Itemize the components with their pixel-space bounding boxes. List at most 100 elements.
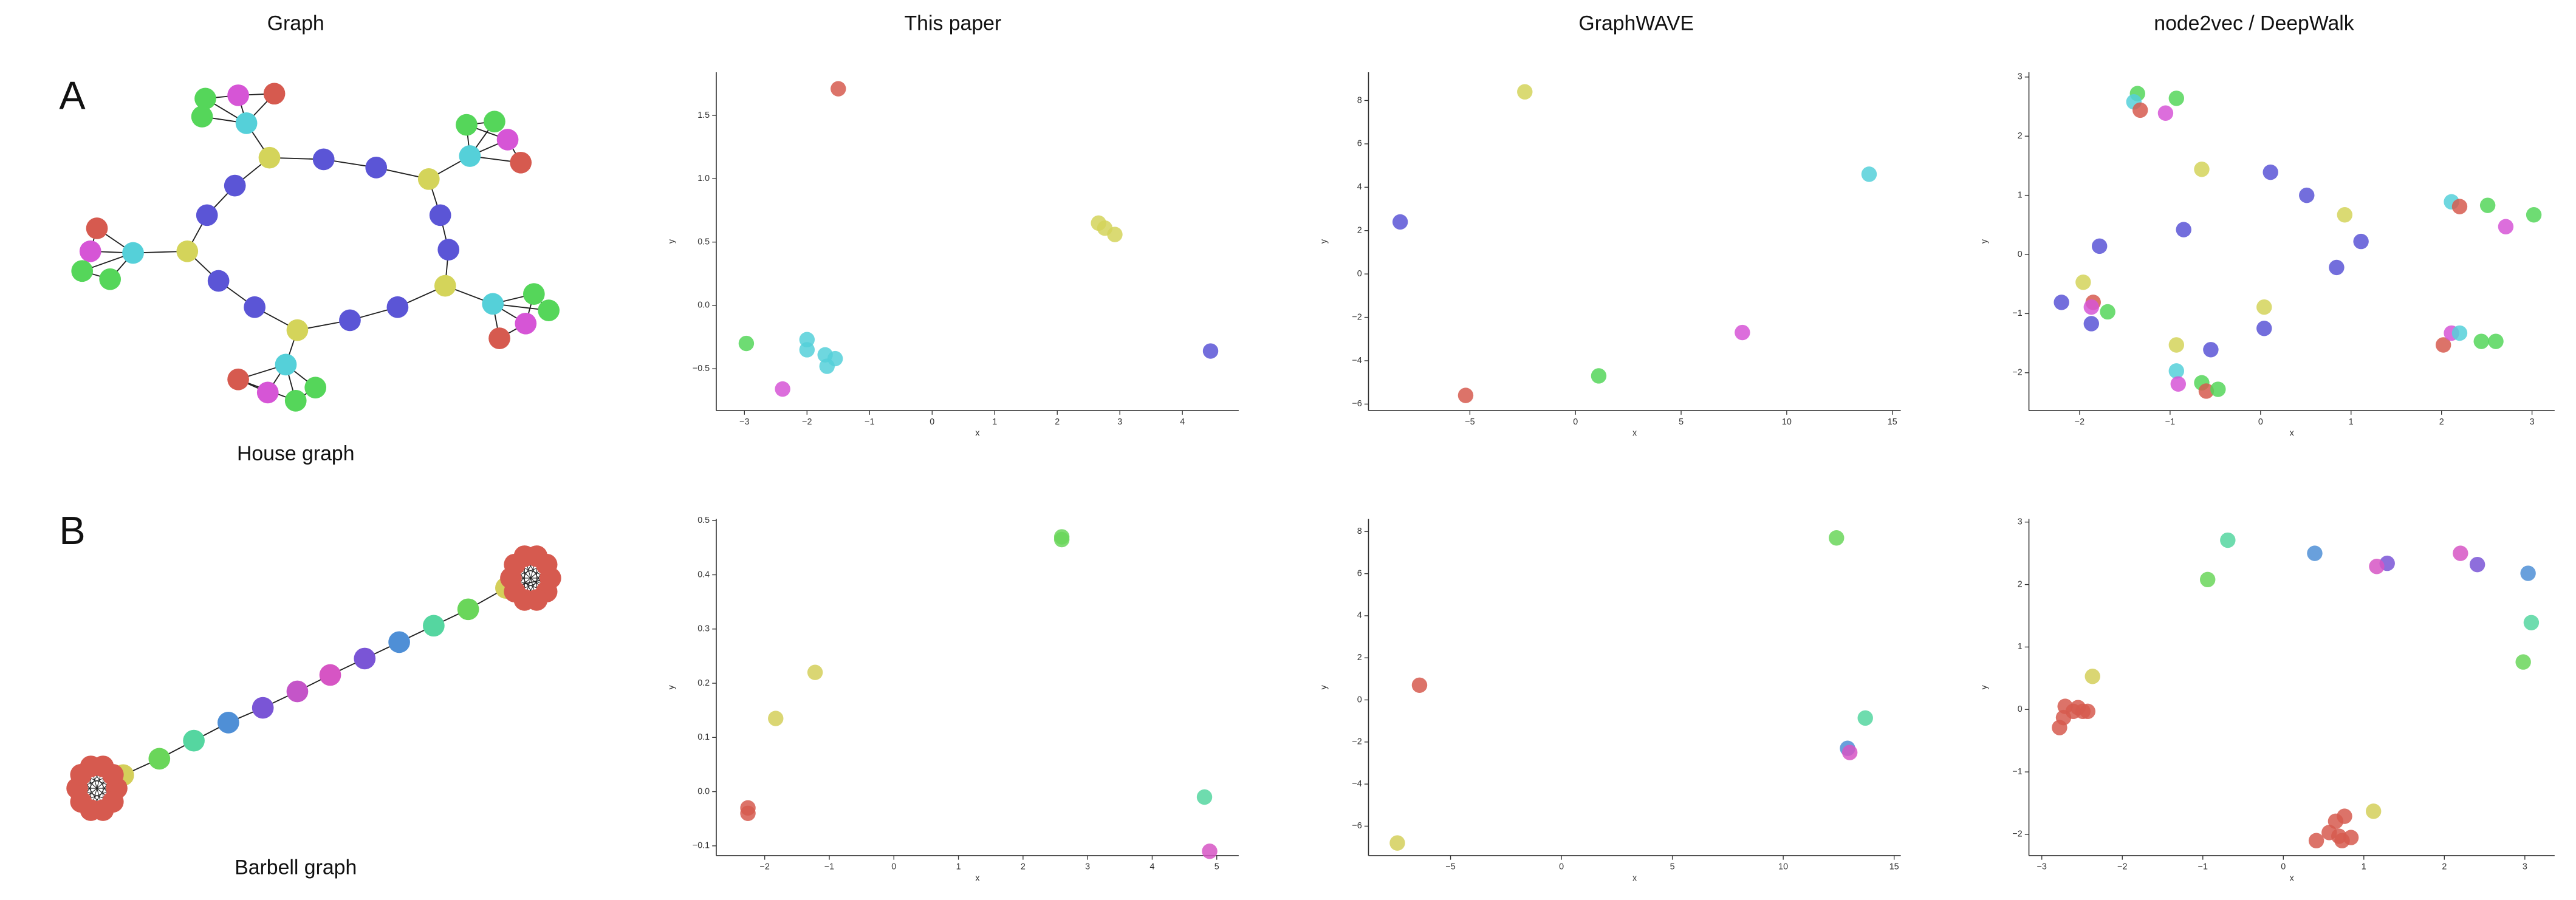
point	[2054, 295, 2069, 310]
y-tick-label: 0.0	[697, 786, 710, 796]
y-tick-label: 0.0	[697, 301, 710, 310]
point	[2194, 162, 2210, 177]
point	[2263, 164, 2278, 180]
point	[2334, 833, 2350, 848]
x-axis-label: x	[2290, 429, 2295, 438]
point	[1861, 166, 1877, 182]
x-tick-label: 15	[1889, 862, 1899, 872]
x-tick-label: 15	[1888, 417, 1897, 427]
point	[2200, 571, 2216, 588]
y-tick-label: 4	[1357, 182, 1362, 192]
graph-node	[196, 204, 218, 227]
graph-node	[286, 680, 309, 703]
point	[1196, 789, 1213, 805]
point	[2132, 102, 2148, 118]
point	[2308, 833, 2324, 848]
point	[2256, 321, 2272, 336]
x-axis-label: x	[2290, 874, 2295, 884]
point	[2453, 545, 2468, 561]
graph-node	[218, 712, 239, 734]
graph-node	[496, 129, 519, 151]
x-axis-label: x	[975, 874, 980, 884]
x-tick-label: −2	[2075, 417, 2084, 427]
x-tick-label: 0	[1559, 862, 1564, 872]
graph-node	[354, 647, 376, 670]
x-tick-label: 3	[1085, 862, 1090, 872]
point	[2092, 238, 2108, 254]
graph-node	[423, 615, 445, 637]
point	[2170, 376, 2186, 392]
y-tick-label: 6	[1357, 139, 1362, 149]
graph-node	[484, 111, 505, 133]
point	[2220, 532, 2236, 548]
x-tick-label: 0	[891, 862, 896, 872]
graph-node	[319, 664, 341, 686]
y-tick-label: 8	[1357, 527, 1362, 536]
point	[2075, 274, 2091, 290]
point	[2488, 333, 2504, 349]
point	[1202, 844, 1218, 859]
point	[819, 358, 835, 374]
y-tick-label: 3	[2018, 517, 2023, 527]
point	[1517, 84, 1533, 100]
y-tick-label: 2	[1357, 226, 1362, 236]
graph-caption: House graph	[237, 442, 355, 465]
column-title: This paper	[905, 12, 1002, 35]
column-title: Graph	[267, 12, 324, 35]
graph-node	[434, 274, 456, 297]
graph-node	[482, 293, 504, 315]
y-tick-label: 1	[2018, 642, 2023, 652]
x-tick-label: 5	[1670, 862, 1675, 872]
point	[2520, 565, 2536, 581]
graph-node	[148, 748, 171, 770]
x-tick-label: 2	[2439, 417, 2444, 427]
point	[1857, 710, 1873, 726]
graph-node	[194, 87, 216, 110]
point	[2369, 559, 2385, 574]
y-axis-label: y	[1979, 684, 1989, 689]
graph-node	[457, 598, 479, 621]
scatter-chart: −3 −2 −1 0 1 2 3 4 −0.5 0.0 0.5 1.0 1.5 x y	[667, 72, 1239, 438]
graph-node	[535, 553, 558, 576]
y-tick-label: 2	[2018, 579, 2023, 589]
graph-node	[71, 260, 94, 282]
y-tick-label: 0.3	[697, 624, 710, 634]
y-axis-label: y	[667, 684, 677, 689]
y-tick-label: 0	[2018, 704, 2023, 714]
graph-node	[252, 697, 274, 719]
scatter-chart: −5 0 5 10 15 −6 −4 −2 0 2 4 6 8 x y	[1319, 519, 1901, 884]
x-tick-label: −3	[739, 417, 749, 427]
point	[2168, 363, 2185, 379]
x-tick-label: 1	[2349, 417, 2354, 427]
point	[2070, 700, 2086, 715]
point	[1829, 530, 1845, 546]
point	[2299, 187, 2315, 203]
graph-node	[244, 296, 265, 318]
graph-node	[286, 319, 309, 341]
y-axis-label: y	[1319, 684, 1329, 689]
scatter-chart: −3 −2 −1 0 1 2 3 −2 −1 0 1 2 3 x y	[1979, 517, 2555, 884]
x-axis-label: x	[975, 429, 980, 438]
y-tick-label: −6	[1352, 399, 1362, 409]
y-tick-label: 0.4	[697, 570, 710, 579]
x-tick-label: −1	[2165, 417, 2175, 427]
y-tick-label: 1.5	[697, 111, 710, 120]
point	[807, 664, 823, 680]
graph-node	[258, 146, 281, 169]
graph-node	[99, 268, 122, 290]
point	[1107, 227, 1123, 242]
graph-node	[183, 729, 205, 752]
x-tick-label: 0	[930, 417, 934, 427]
scatter-chart: −2 −1 0 1 2 3 −2 −1 0 1 2 3 x y	[1979, 72, 2555, 438]
graph-node	[386, 296, 409, 318]
x-tick-label: 10	[1782, 417, 1792, 427]
graph-node	[227, 84, 249, 106]
graph-node	[429, 204, 451, 227]
point	[2083, 316, 2100, 332]
point	[2353, 233, 2369, 250]
y-tick-label: −2	[1352, 312, 1362, 322]
point	[1841, 745, 1858, 760]
graph-node	[256, 381, 279, 404]
x-axis-label: x	[1632, 874, 1637, 884]
x-tick-label: −5	[1465, 417, 1475, 427]
